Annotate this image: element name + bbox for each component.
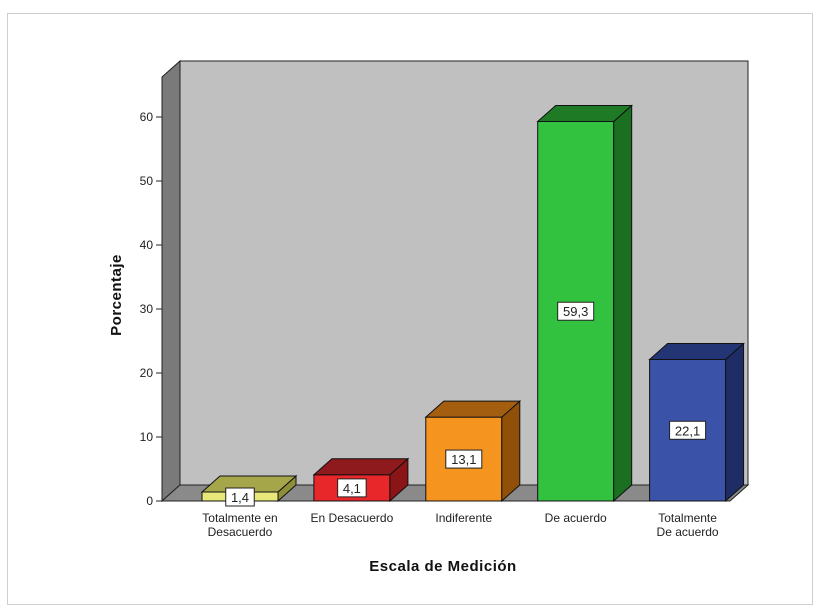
data-label: 1,4 xyxy=(231,490,249,505)
y-tick-label: 0 xyxy=(146,494,153,508)
bar-top xyxy=(424,400,522,418)
x-tick-label-line: De acuerdo xyxy=(545,511,607,525)
y-tick-label: 10 xyxy=(140,430,154,444)
x-tick-label-line: Totalmente xyxy=(658,511,717,525)
plot-side-wall xyxy=(161,59,181,503)
bar-top xyxy=(312,458,410,476)
x-tick-label-line: En Desacuerdo xyxy=(311,511,394,525)
y-tick-label: 50 xyxy=(140,174,154,188)
data-label: 22,1 xyxy=(675,423,700,438)
bar-top xyxy=(536,104,634,122)
bar: 4,1 xyxy=(312,457,410,503)
x-tick-label: Totalmente De acuerdo xyxy=(657,511,719,539)
y-axis: 0 10 20 30 40 50 60 xyxy=(140,110,162,508)
bar: 22,1 xyxy=(648,342,745,503)
data-label-box xyxy=(337,478,367,498)
y-tick-label: 20 xyxy=(140,366,154,380)
bar: 1,4 xyxy=(200,474,298,507)
bar-side xyxy=(613,104,633,503)
data-label: 59,3 xyxy=(563,304,588,319)
x-tick-label: Indiferente xyxy=(435,511,492,525)
data-label-box xyxy=(225,487,255,507)
y-axis-title: Porcentaje xyxy=(108,254,125,336)
x-tick-label: En Desacuerdo xyxy=(311,511,394,525)
data-label-box xyxy=(445,449,483,469)
x-tick-label: De acuerdo xyxy=(545,511,607,525)
x-tick-label-line: Totalmente en xyxy=(202,511,277,525)
data-label-box xyxy=(557,301,595,321)
bars: 1,4 4,1 13,1 59,3 22,1 xyxy=(200,104,745,507)
bar: 59,3 xyxy=(536,104,634,503)
data-label: 4,1 xyxy=(343,481,361,496)
x-axis-title: Escala de Medición xyxy=(369,558,516,575)
y-tick-label: 30 xyxy=(140,302,154,316)
bar-side xyxy=(725,342,745,503)
x-tick-label-line: Indiferente xyxy=(435,511,492,525)
x-tick-label-line: De acuerdo xyxy=(657,525,719,539)
bar-side xyxy=(501,400,521,503)
data-label: 13,1 xyxy=(451,452,476,467)
y-tick-label: 40 xyxy=(140,238,154,252)
data-label-box xyxy=(669,420,707,440)
x-tick-label: Totalmente en Desacuerdo xyxy=(202,511,277,539)
x-tick-label-line: Desacuerdo xyxy=(208,525,273,539)
bar-top xyxy=(648,343,745,361)
y-tick-label: 60 xyxy=(140,110,154,124)
bar: 13,1 xyxy=(424,400,522,503)
category-labels: Totalmente en Desacuerdo En Desacuerdo Indi… xyxy=(202,511,719,539)
